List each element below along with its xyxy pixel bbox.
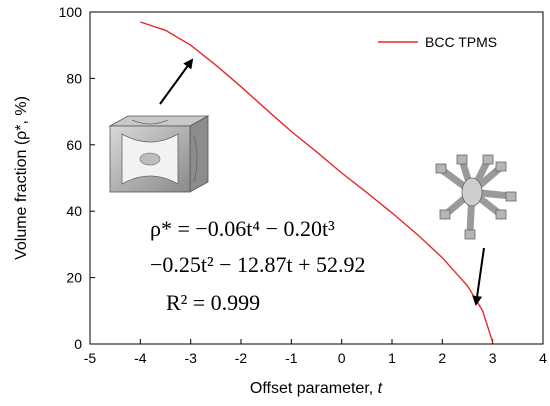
- tpms-sheet-cell-illustration: [108, 115, 210, 193]
- x-tick-label: -3: [184, 350, 197, 366]
- y-tick-label: 100: [59, 4, 83, 20]
- arrow-to-upper-curve: [159, 58, 194, 105]
- bcc-lattice-illustration: [435, 154, 517, 240]
- arrow-to-lower-curve: [472, 247, 485, 306]
- y-axis-title: Volume fraction (ρ*, %): [13, 96, 30, 260]
- legend: BCC TPMS: [378, 34, 497, 50]
- legend-label: BCC TPMS: [425, 34, 497, 50]
- x-tick-label: 2: [438, 350, 446, 366]
- x-axis-title-text: Offset parameter,: [250, 380, 378, 397]
- x-tick-label: 1: [388, 350, 396, 366]
- x-axis-title-variable: t: [378, 380, 383, 397]
- y-tick-label: 80: [66, 70, 82, 86]
- equation-line-1: ρ* = −0.06t⁴ − 0.20t³: [150, 216, 335, 241]
- equation-line-2: −0.25t² − 12.87t + 52.92: [150, 252, 366, 277]
- y-axis-ticks: 0 20 40 60 80 100: [59, 4, 95, 352]
- x-tick-label: 3: [489, 350, 497, 366]
- y-tick-label: 60: [66, 137, 82, 153]
- y-tick-label: 20: [66, 270, 82, 286]
- x-tick-label: -4: [134, 350, 147, 366]
- y-tick-label: 40: [66, 203, 82, 219]
- x-tick-label: 0: [338, 350, 346, 366]
- x-tick-label: 4: [539, 350, 547, 366]
- equation-r-squared: R² = 0.999: [166, 290, 260, 315]
- plot-frame: [89, 11, 544, 345]
- x-axis-title: Offset parameter, t: [250, 380, 383, 397]
- x-tick-label: -1: [285, 350, 298, 366]
- y-tick-label: 0: [74, 336, 82, 352]
- x-axis-ticks: -5 -4 -3 -2 -1 0 1 2 3 4: [84, 339, 547, 366]
- x-tick-label: -5: [84, 350, 97, 366]
- series-line-bcc-tpms: [140, 21, 494, 343]
- x-tick-label: -2: [235, 350, 248, 366]
